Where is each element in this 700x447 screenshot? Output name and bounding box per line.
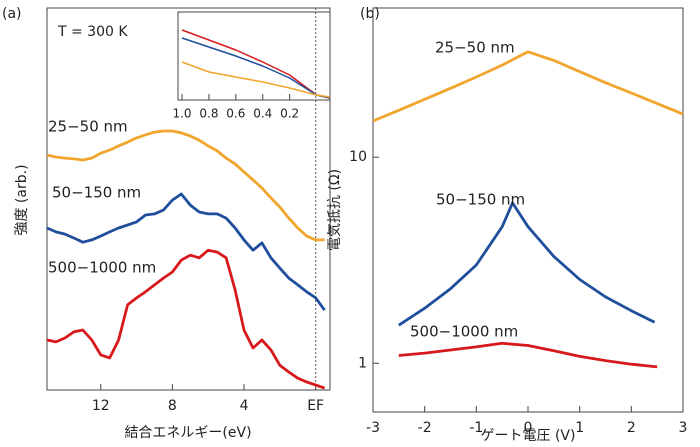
x-tick-label: 0.6 (226, 107, 245, 121)
x-tick-label: EF (307, 398, 324, 414)
series-label: 50−150 nm (436, 191, 525, 209)
x-tick-label: 0.2 (280, 107, 299, 121)
plot-frame (46, 7, 331, 391)
x-tick-label: 1 (575, 420, 584, 436)
series-label: 25−50 nm (435, 39, 515, 57)
panel-label: (b) (360, 6, 380, 22)
x-tick-label: 0.8 (199, 107, 218, 121)
y-tick-label: 1 (358, 355, 367, 371)
x-tick-label: 2 (627, 420, 636, 436)
series-label: 500−1000 nm (410, 323, 518, 341)
series-line (181, 61, 331, 98)
x-tick-label: -2 (418, 420, 432, 436)
x-tick-label: 12 (92, 398, 110, 414)
series-line (46, 192, 326, 312)
x-axis-label: 結合エネルギー(eV) (124, 425, 251, 441)
x-tick-label: 0 (524, 420, 533, 436)
x-tick-label: 3 (679, 420, 688, 436)
series-line (46, 129, 325, 242)
y-axis-label: 強度 (arb.) (14, 164, 30, 235)
series-line (46, 248, 326, 390)
series-label: 25−50 nm (48, 118, 128, 136)
x-axis-label: ゲート電圧 (V) (481, 428, 576, 444)
series-line (398, 341, 658, 369)
x-tick-label: 1.0 (172, 107, 191, 121)
y-tick-label: 10 (349, 149, 367, 165)
temperature-annotation: T = 300 K (57, 24, 128, 40)
x-tick-label: 0.4 (253, 107, 272, 121)
series-line (398, 201, 656, 327)
plot-frame (177, 11, 331, 101)
series-line (181, 37, 331, 99)
series-label: 50−150 nm (52, 184, 141, 202)
x-tick-label: -1 (469, 420, 483, 436)
y-axis-label: 電気抵抗 (Ω) (327, 169, 343, 251)
x-tick-label: 4 (240, 398, 249, 414)
x-tick-label: -3 (366, 420, 380, 436)
panel-label: (a) (2, 6, 22, 22)
series-label: 500−1000 nm (48, 259, 156, 277)
series-line (372, 50, 684, 123)
x-tick-label: 8 (168, 398, 177, 414)
plot-frame (372, 7, 684, 413)
